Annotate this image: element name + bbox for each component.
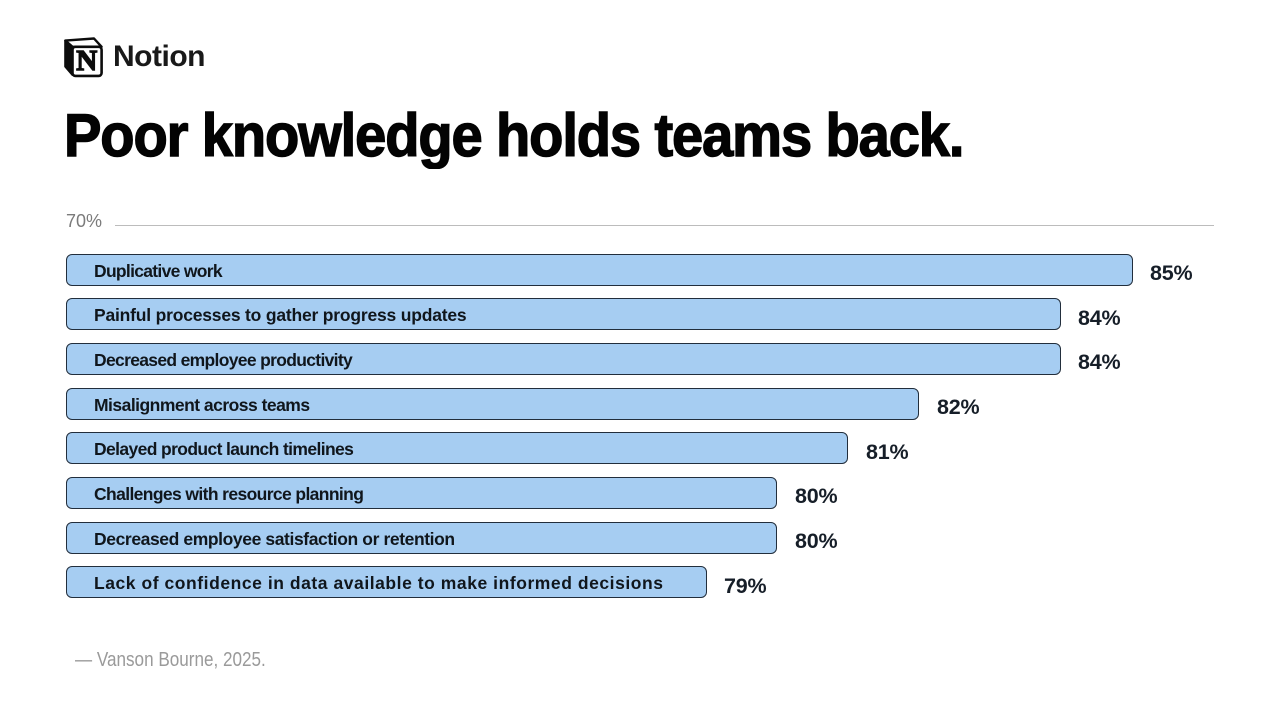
svg-text:N: N <box>77 45 98 77</box>
